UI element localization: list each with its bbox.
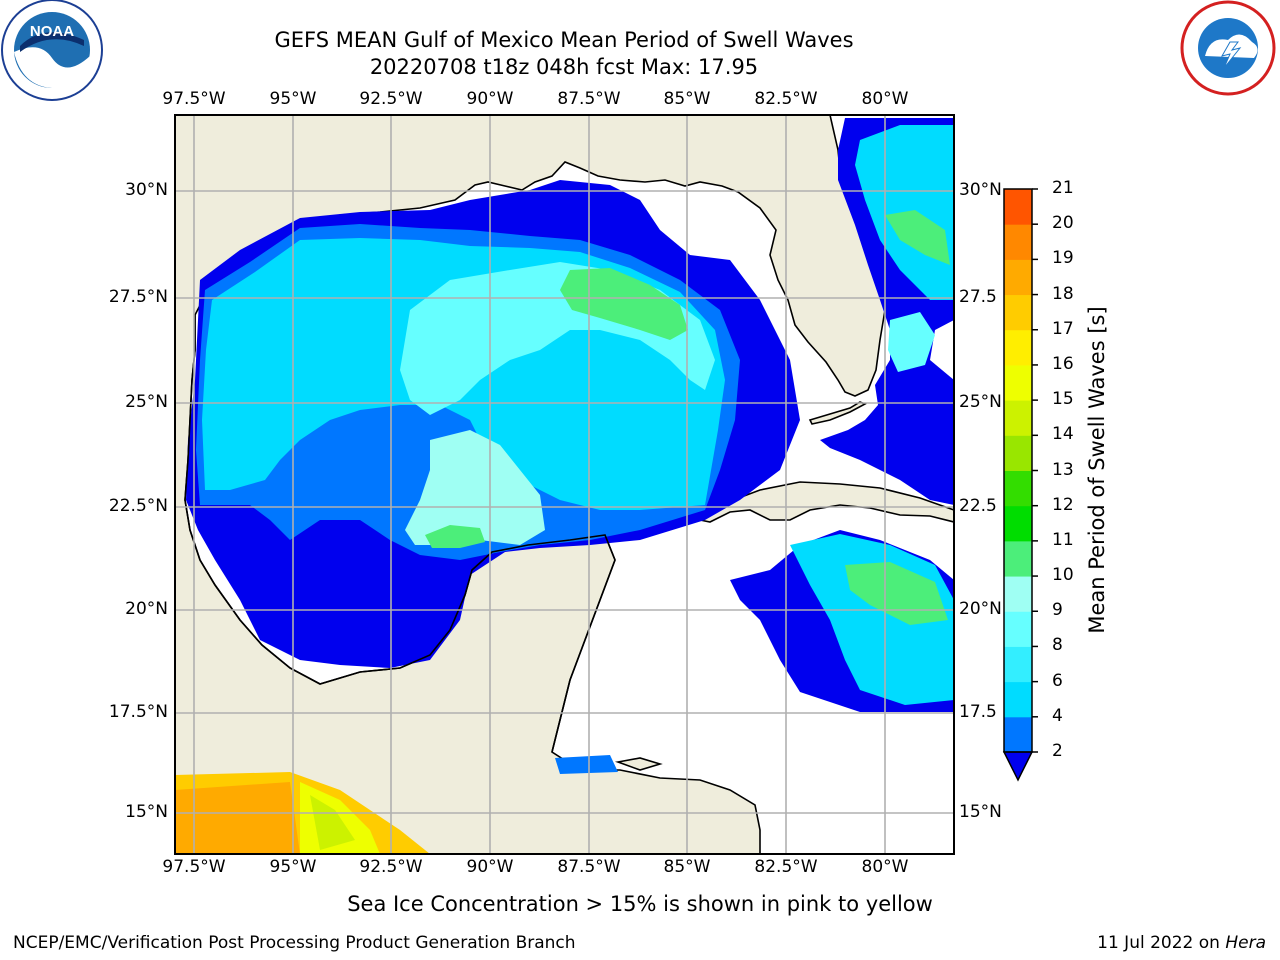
lon-label-top: 87.5°W <box>557 89 621 109</box>
colorbar-tick-label: 8 <box>1052 635 1063 656</box>
graticule <box>175 115 954 854</box>
colorbar-swatch <box>1004 470 1032 507</box>
map-frame <box>174 114 955 855</box>
lon-label-top: 95°W <box>269 89 317 109</box>
colorbar-tick-label: 2 <box>1052 741 1063 761</box>
lon-label-top: 90°W <box>466 89 514 109</box>
colorbar-tick-label: 16 <box>1052 353 1074 374</box>
chart-title: GEFS MEAN Gulf of Mexico Mean Period of … <box>274 28 854 52</box>
chart-subtitle: 20220708 t18z 048h fcst Max: 17.95 <box>369 55 759 79</box>
lat-label-left: 17.5°N <box>108 702 168 722</box>
colorbar-swatch <box>1004 646 1032 683</box>
colorbar-tick-label: 10 <box>1052 565 1074 586</box>
colorbar-label: Mean Period of Swell Waves [s] <box>1085 306 1109 634</box>
colorbar-swatch <box>1004 435 1032 471</box>
colorbar-tick-label: 17 <box>1052 318 1074 339</box>
coastline <box>184 315 616 753</box>
svg-text:NOAA: NOAA <box>30 23 74 40</box>
footer-date: 11 Jul 2022 on <box>1097 933 1226 953</box>
colorbar-tick-label: 6 <box>1052 670 1063 691</box>
lon-label-top: 80°W <box>861 89 909 109</box>
colorbar-extend-arrow <box>1002 751 1034 782</box>
colorbar-tick-label: 20 <box>1052 213 1074 234</box>
lon-label-top: 85°W <box>663 89 711 109</box>
colorbar-swatch <box>1004 364 1032 401</box>
colorbar-swatches <box>1004 189 1032 753</box>
colorbar-tick-label: 14 <box>1052 424 1074 445</box>
colorbar-swatch <box>1004 259 1032 296</box>
lon-label-bottom: 95°W <box>269 857 317 877</box>
lon-label-bottom: 92.5°W <box>359 857 423 877</box>
lon-label-top: 92.5°W <box>359 89 423 109</box>
lat-label-right: 25°N <box>959 392 1002 412</box>
colorbar-tick-label: 15 <box>1052 389 1074 410</box>
lon-label-top: 82.5°W <box>754 89 818 109</box>
swell-contours <box>175 118 954 854</box>
colorbar-swatch <box>1004 224 1032 260</box>
lon-label-bottom: 97.5°W <box>162 857 226 877</box>
noaa-logo: NOAA <box>1 0 103 101</box>
nws-logo <box>1180 0 1276 96</box>
caption: Sea Ice Concentration > 15% is shown in … <box>347 892 933 916</box>
lat-label-right: 22.5 <box>959 496 997 516</box>
colorbar-tick-label: 13 <box>1052 459 1074 480</box>
colorbar-tick-label: 9 <box>1052 600 1063 621</box>
lon-label-top: 97.5°W <box>162 89 226 109</box>
colorbar-swatch <box>1004 294 1032 331</box>
lon-label-bottom: 82.5°W <box>754 857 818 877</box>
lat-label-left: 15°N <box>125 802 168 822</box>
lat-label-left: 20°N <box>125 599 168 619</box>
colorbar-tick-label: 4 <box>1052 705 1063 726</box>
colorbar-tick-label: 21 <box>1052 178 1074 198</box>
colorbar-swatch <box>1004 505 1032 542</box>
colorbar-swatch <box>1004 681 1032 718</box>
lat-label-right: 30°N <box>959 180 1002 200</box>
colorbar-swatch <box>1004 400 1032 436</box>
lat-label-right: 27.5 <box>959 287 997 307</box>
lat-label-left: 27.5°N <box>108 287 168 307</box>
footer-left: NCEP/EMC/Verification Post Processing Pr… <box>13 933 576 953</box>
lon-label-bottom: 90°W <box>466 857 514 877</box>
lat-label-right: 17.5 <box>959 702 997 722</box>
colorbar-swatch <box>1004 576 1032 612</box>
lat-label-left: 30°N <box>125 180 168 200</box>
footer-host: Hera <box>1225 933 1266 953</box>
lon-label-bottom: 80°W <box>861 857 909 877</box>
colorbar-swatch <box>1004 540 1032 577</box>
colorbar-swatch <box>1004 189 1032 225</box>
colorbar-swatch <box>1004 716 1032 753</box>
lat-label-right: 20°N <box>959 599 1002 619</box>
colorbar-swatch <box>1004 329 1032 366</box>
colorbar-tick-label: 11 <box>1052 529 1074 550</box>
lat-label-left: 22.5°N <box>108 496 168 516</box>
lon-label-bottom: 87.5°W <box>557 857 621 877</box>
colorbar-tick-label: 12 <box>1052 494 1074 515</box>
colorbar-tick-label: 19 <box>1052 248 1074 269</box>
colorbar-tick-marks <box>1032 188 1038 753</box>
lat-label-right: 15°N <box>959 802 1002 822</box>
colorbar-tick-label: 18 <box>1052 283 1074 304</box>
lat-label-left: 25°N <box>125 392 168 412</box>
lon-label-bottom: 85°W <box>663 857 711 877</box>
footer-right: 11 Jul 2022 on Hera <box>1097 933 1266 953</box>
colorbar-swatch <box>1004 611 1032 647</box>
